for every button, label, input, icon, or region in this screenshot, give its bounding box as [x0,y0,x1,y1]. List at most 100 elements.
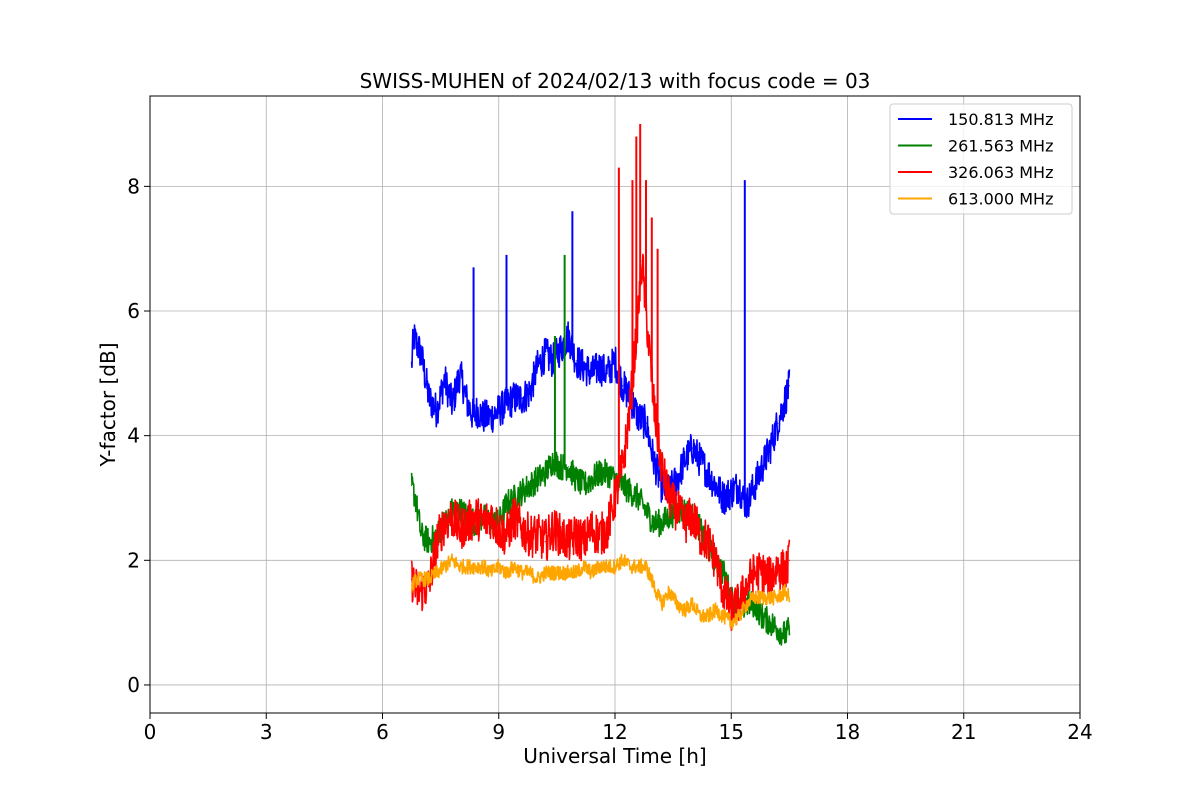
data-point [575,572,577,574]
data-point [513,565,515,568]
data-point [606,528,608,530]
x-tick-label: 18 [835,720,860,744]
data-point [746,603,748,605]
data-point [722,497,725,499]
data-point [761,572,763,574]
data-point [498,565,500,568]
data-point [416,590,418,593]
data-point [769,578,771,580]
x-tick-label: 0 [144,720,157,744]
data-point [777,565,779,568]
data-point [761,597,763,599]
data-point [420,590,422,593]
data-point [606,565,608,568]
data-point [788,597,790,599]
data-point [777,597,779,599]
data-point [521,491,523,493]
data-point [622,559,624,561]
data-point [544,572,546,574]
data-point [529,484,531,487]
data-point [552,459,554,462]
series-line [410,553,791,631]
data-point [583,565,585,568]
data-point [668,590,670,593]
data-point [567,572,570,574]
data-point [645,509,647,512]
data-point [699,615,701,617]
data-point [451,559,453,561]
x-axis-label: Universal Time [h] [523,744,706,768]
data-point [552,360,554,362]
data-point [676,509,678,512]
data-point [552,528,554,530]
data-point [769,597,771,599]
data-point [622,484,624,487]
data-point [443,565,446,568]
series-0 [410,180,791,519]
data-point [722,615,725,617]
data-point [567,335,570,337]
data-point [583,484,585,487]
data-point [707,472,709,474]
data-point [467,522,469,524]
data-point [591,478,593,480]
data-point [436,410,438,412]
data-point [660,603,663,605]
data-point [420,534,422,536]
data-point [459,509,461,512]
x-tick-label: 6 [376,720,389,744]
data-point [575,360,577,362]
data-point [622,466,624,468]
data-point [629,403,632,406]
data-point [788,628,790,630]
data-point [761,466,763,468]
data-point [591,372,593,374]
data-point [498,410,500,412]
data-point [777,628,779,630]
data-point [443,522,446,524]
data-point [536,534,539,536]
data-point [536,478,539,480]
data-point [536,366,539,368]
data-point [598,565,601,568]
data-point [482,565,484,568]
data-point [416,578,418,580]
data-point [560,572,562,574]
data-point [428,578,430,580]
data-point [560,534,562,536]
data-point [467,565,469,568]
data-point [730,622,732,624]
data-point [753,484,756,487]
data-point [761,615,763,617]
data-point [583,366,585,368]
y-tick-label: 0 [127,673,140,697]
data-point [513,516,515,518]
data-point [784,397,787,399]
data-point [769,622,771,624]
data-point [788,385,790,387]
data-point [521,528,523,530]
data-point [436,572,438,574]
data-point [684,609,686,611]
data-point [784,590,787,593]
data-point [482,522,484,524]
data-point [591,572,593,574]
data-point [575,478,577,480]
data-point [730,609,732,611]
data-point [505,572,508,574]
data-point [567,541,570,543]
data-point [676,603,678,605]
data-point [676,478,678,480]
data-point [746,584,748,586]
data-point [629,565,632,568]
data-point [699,459,701,462]
data-point [451,403,453,406]
data-point [521,397,523,399]
data-point [738,484,740,487]
data-point [614,497,616,499]
data-point [653,403,655,406]
series-line [410,253,791,632]
data-point [513,497,515,499]
